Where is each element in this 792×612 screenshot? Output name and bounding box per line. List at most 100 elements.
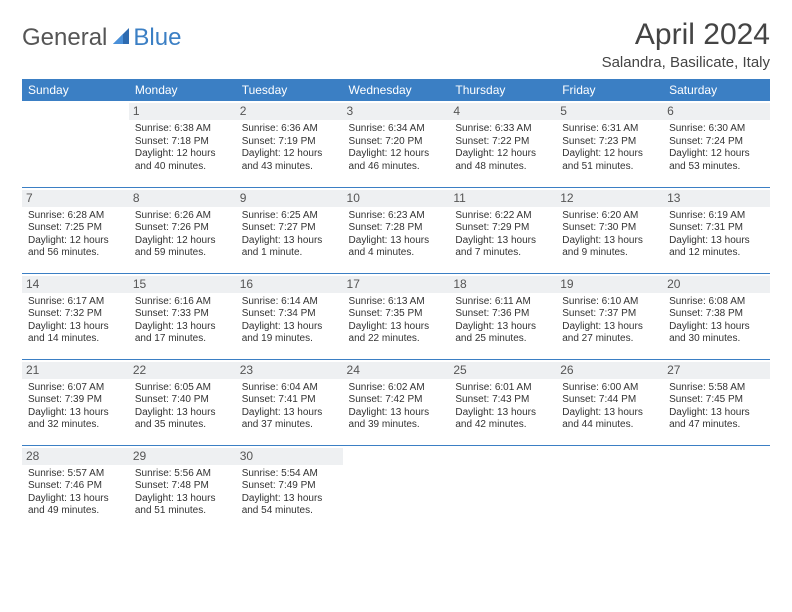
sunset-text: Sunset: 7:20 PM — [349, 136, 444, 149]
day-number: 18 — [449, 276, 556, 293]
day-details: Sunrise: 6:01 AMSunset: 7:43 PMDaylight:… — [455, 382, 550, 432]
sunrise-text: Sunrise: 6:23 AM — [349, 210, 444, 223]
day-details: Sunrise: 6:16 AMSunset: 7:33 PMDaylight:… — [135, 296, 230, 346]
daylight-line1: Daylight: 12 hours — [349, 148, 444, 161]
day-number: 20 — [663, 276, 770, 293]
daylight-line1: Daylight: 13 hours — [349, 407, 444, 420]
sunrise-text: Sunrise: 6:07 AM — [28, 382, 123, 395]
calendar-day-cell: 7Sunrise: 6:28 AMSunset: 7:25 PMDaylight… — [22, 187, 129, 273]
calendar-day-cell: 6Sunrise: 6:30 AMSunset: 7:24 PMDaylight… — [663, 101, 770, 187]
daylight-line2: and 44 minutes. — [562, 419, 657, 432]
calendar-day-cell: 29Sunrise: 5:56 AMSunset: 7:48 PMDayligh… — [129, 445, 236, 531]
calendar-day-cell: 21Sunrise: 6:07 AMSunset: 7:39 PMDayligh… — [22, 359, 129, 445]
calendar-day-cell: 28Sunrise: 5:57 AMSunset: 7:46 PMDayligh… — [22, 445, 129, 531]
calendar-day-cell: 24 Sunrise: 6:02 AMSunset: 7:42 PMDayligh… — [343, 359, 450, 445]
day-details: Sunrise: 6:04 AMSunset: 7:41 PMDaylight:… — [242, 382, 337, 432]
daylight-line2: and 54 minutes. — [242, 505, 337, 518]
day-details: Sunrise: 6:19 AMSunset: 7:31 PMDaylight:… — [669, 210, 764, 260]
calendar-day-cell — [663, 445, 770, 531]
calendar-day-cell: 8Sunrise: 6:26 AMSunset: 7:26 PMDaylight… — [129, 187, 236, 273]
logo-text-general: General — [22, 24, 107, 52]
day-details: Sunrise: 6:26 AMSunset: 7:26 PMDaylight:… — [135, 210, 230, 260]
calendar-day-cell: 1Sunrise: 6:38 AMSunset: 7:18 PMDaylight… — [129, 101, 236, 187]
sunrise-text: Sunrise: 6:19 AM — [669, 210, 764, 223]
daylight-line2: and 30 minutes. — [669, 333, 764, 346]
calendar-day-cell: 18Sunrise: 6:11 AMSunset: 7:36 PMDayligh… — [449, 273, 556, 359]
calendar-day-cell: 17Sunrise: 6:13 AMSunset: 7:35 PMDayligh… — [343, 273, 450, 359]
sunset-text: Sunset: 7:26 PM — [135, 222, 230, 235]
sunrise-text: Sunrise: 6:22 AM — [455, 210, 550, 223]
sunset-text: Sunset: 7:25 PM — [28, 222, 123, 235]
sunrise-text: Sunrise: 6:02 AM — [349, 382, 444, 395]
sunrise-text: Sunrise: 6:04 AM — [242, 382, 337, 395]
daylight-line2: and 7 minutes. — [455, 247, 550, 260]
day-number: 26 — [556, 362, 663, 379]
day-number: 4 — [449, 103, 556, 120]
sunset-text: Sunset: 7:31 PM — [669, 222, 764, 235]
calendar-day-cell — [449, 445, 556, 531]
daylight-line1: Daylight: 13 hours — [562, 235, 657, 248]
sunset-text: Sunset: 7:42 PM — [349, 394, 444, 407]
sunset-text: Sunset: 7:30 PM — [562, 222, 657, 235]
sunset-text: Sunset: 7:33 PM — [135, 308, 230, 321]
calendar-day-cell: 22Sunrise: 6:05 AMSunset: 7:40 PMDayligh… — [129, 359, 236, 445]
calendar-day-cell — [343, 445, 450, 531]
daylight-line2: and 14 minutes. — [28, 333, 123, 346]
sunrise-text: Sunrise: 6:26 AM — [135, 210, 230, 223]
day-details: Sunrise: 6:07 AMSunset: 7:39 PMDaylight:… — [28, 382, 123, 432]
calendar-day-cell: 5Sunrise: 6:31 AMSunset: 7:23 PMDaylight… — [556, 101, 663, 187]
daylight-line2: and 48 minutes. — [455, 161, 550, 174]
daylight-line1: Daylight: 13 hours — [669, 407, 764, 420]
sunset-text: Sunset: 7:23 PM — [562, 136, 657, 149]
day-details: Sunrise: 6:25 AMSunset: 7:27 PMDaylight:… — [242, 210, 337, 260]
day-number: 10 — [343, 190, 450, 207]
day-details: Sunrise: 6:23 AMSunset: 7:28 PMDaylight:… — [349, 210, 444, 260]
calendar-header-row: SundayMondayTuesdayWednesdayThursdayFrid… — [22, 79, 770, 101]
day-details: Sunrise: 6:00 AMSunset: 7:44 PMDaylight:… — [562, 382, 657, 432]
calendar-day-cell: 30Sunrise: 5:54 AMSunset: 7:49 PMDayligh… — [236, 445, 343, 531]
sunset-text: Sunset: 7:24 PM — [669, 136, 764, 149]
sunset-text: Sunset: 7:36 PM — [455, 308, 550, 321]
title-block: April 2024 Salandra, Basilicate, Italy — [602, 18, 770, 71]
daylight-line1: Daylight: 12 hours — [669, 148, 764, 161]
page-title: April 2024 — [602, 18, 770, 52]
sunset-text: Sunset: 7:19 PM — [242, 136, 337, 149]
sunset-text: Sunset: 7:28 PM — [349, 222, 444, 235]
day-number: 7 — [22, 190, 129, 207]
day-number: 24 — [343, 362, 450, 379]
calendar-header-cell: Sunday — [22, 79, 129, 101]
day-details: Sunrise: 6:34 AMSunset: 7:20 PMDaylight:… — [349, 123, 444, 173]
day-number: 19 — [556, 276, 663, 293]
sunset-text: Sunset: 7:48 PM — [135, 480, 230, 493]
day-number: 11 — [449, 190, 556, 207]
daylight-line1: Daylight: 13 hours — [349, 321, 444, 334]
daylight-line1: Daylight: 13 hours — [562, 407, 657, 420]
daylight-line2: and 51 minutes. — [562, 161, 657, 174]
calendar-week-row: 1Sunrise: 6:38 AMSunset: 7:18 PMDaylight… — [22, 101, 770, 187]
logo-text-blue: Blue — [133, 24, 181, 52]
daylight-line2: and 25 minutes. — [455, 333, 550, 346]
day-details: Sunrise: 6:17 AMSunset: 7:32 PMDaylight:… — [28, 296, 123, 346]
day-number: 5 — [556, 103, 663, 120]
daylight-line1: Daylight: 12 hours — [28, 235, 123, 248]
calendar-day-cell: 4 Sunrise: 6:33 AMSunset: 7:22 PMDaylight… — [449, 101, 556, 187]
sunset-text: Sunset: 7:39 PM — [28, 394, 123, 407]
sunrise-text: Sunrise: 6:36 AM — [242, 123, 337, 136]
daylight-line1: Daylight: 13 hours — [28, 321, 123, 334]
calendar-day-cell: 13Sunrise: 6:19 AMSunset: 7:31 PMDayligh… — [663, 187, 770, 273]
sunset-text: Sunset: 7:40 PM — [135, 394, 230, 407]
sunrise-text: Sunrise: 6:17 AM — [28, 296, 123, 309]
day-number: 27 — [663, 362, 770, 379]
calendar-day-cell: 2Sunrise: 6:36 AMSunset: 7:19 PMDaylight… — [236, 101, 343, 187]
day-details: Sunrise: 6:33 AMSunset: 7:22 PMDaylight:… — [455, 123, 550, 173]
daylight-line2: and 42 minutes. — [455, 419, 550, 432]
sunrise-text: Sunrise: 6:30 AM — [669, 123, 764, 136]
sunrise-text: Sunrise: 5:57 AM — [28, 468, 123, 481]
daylight-line2: and 51 minutes. — [135, 505, 230, 518]
day-number: 14 — [22, 276, 129, 293]
day-details: Sunrise: 6:05 AMSunset: 7:40 PMDaylight:… — [135, 382, 230, 432]
calendar-day-cell: 19Sunrise: 6:10 AMSunset: 7:37 PMDayligh… — [556, 273, 663, 359]
sunrise-text: Sunrise: 6:14 AM — [242, 296, 337, 309]
daylight-line1: Daylight: 13 hours — [135, 493, 230, 506]
calendar-day-cell: 11Sunrise: 6:22 AMSunset: 7:29 PMDayligh… — [449, 187, 556, 273]
